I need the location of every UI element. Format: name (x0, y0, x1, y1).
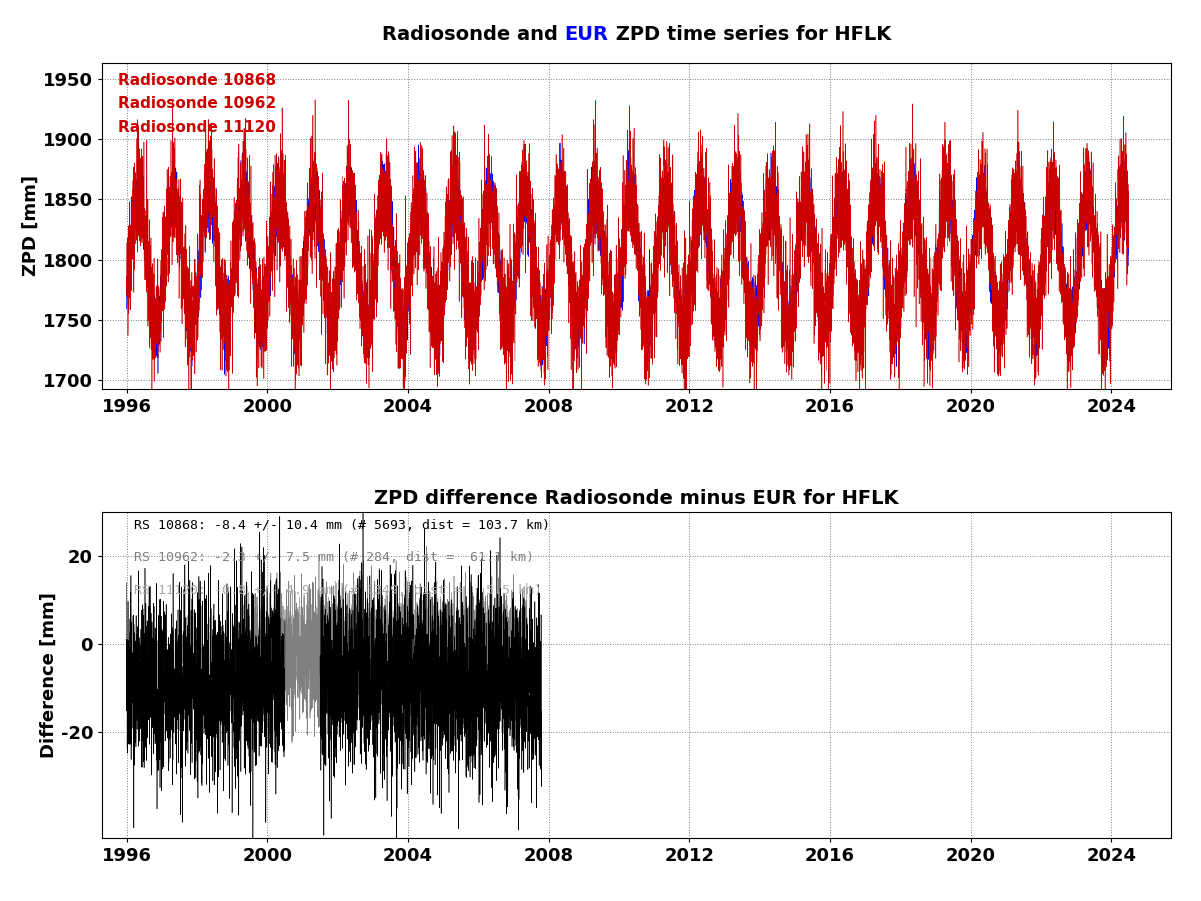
Text: EUR: EUR (564, 24, 609, 43)
Text: Radiosonde 11120: Radiosonde 11120 (118, 120, 276, 135)
Y-axis label: Difference [mm]: Difference [mm] (40, 592, 58, 758)
Text: RS 10962: -2.3 +/- 7.5 mm (# 284, dist =  61.1 km): RS 10962: -2.3 +/- 7.5 mm (# 284, dist =… (135, 551, 534, 564)
Text: Radiosonde 10962: Radiosonde 10962 (118, 96, 276, 112)
Text: Radiosonde and: Radiosonde and (382, 24, 564, 43)
Text: RS 11120: -0.8 +/- 4.9 mm (# 1349, dist =   5.5 km): RS 11120: -0.8 +/- 4.9 mm (# 1349, dist … (135, 584, 542, 597)
Text: ZPD time series for HFLK: ZPD time series for HFLK (609, 24, 891, 43)
Text: RS 10868: -8.4 +/- 10.4 mm (# 5693, dist = 103.7 km): RS 10868: -8.4 +/- 10.4 mm (# 5693, dist… (135, 519, 550, 532)
Y-axis label: ZPD [mm]: ZPD [mm] (22, 176, 40, 277)
Text: Radiosonde 10868: Radiosonde 10868 (118, 73, 276, 87)
Title: ZPD difference Radiosonde minus EUR for HFLK: ZPD difference Radiosonde minus EUR for … (375, 489, 898, 508)
